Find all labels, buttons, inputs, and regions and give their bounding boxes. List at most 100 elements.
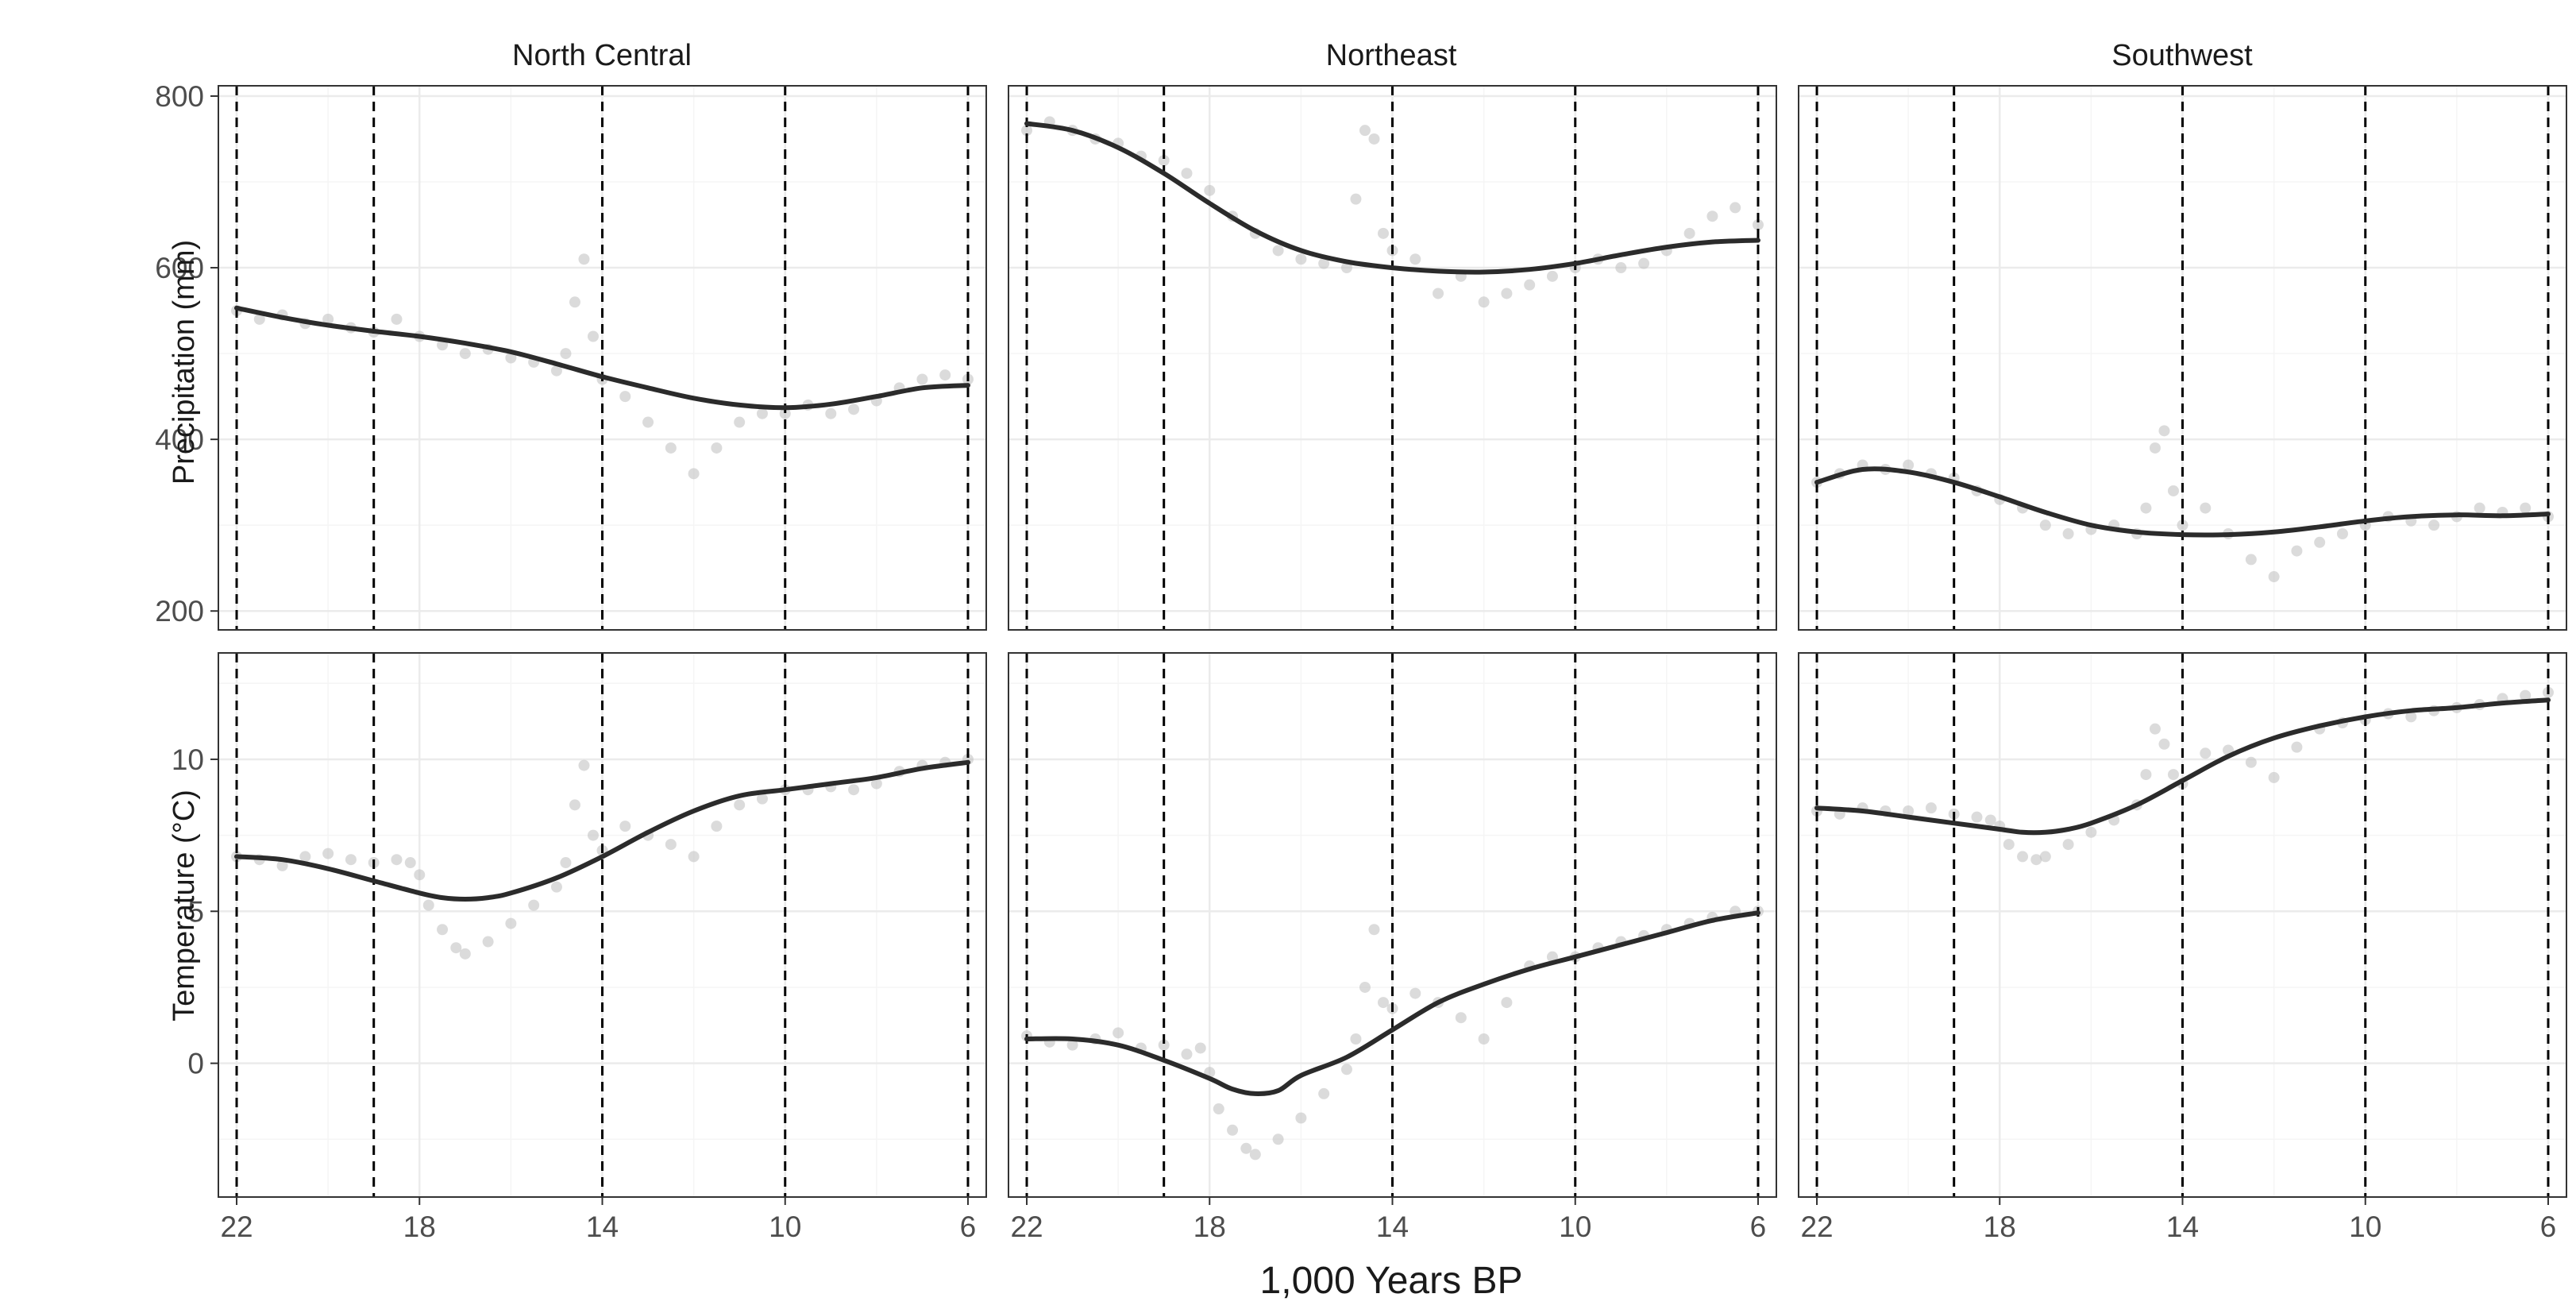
data-point	[391, 854, 403, 866]
panel-temperature-southwest: 22 18 14 10 6	[1798, 652, 2567, 1243]
x-tick-label: 18	[1984, 1211, 2016, 1243]
data-point	[1181, 1048, 1193, 1060]
data-point	[642, 416, 654, 428]
data-point	[1615, 262, 1627, 274]
panel-precipitation-northeast	[1008, 85, 1777, 631]
data-point	[1295, 1112, 1307, 1124]
data-point	[1501, 997, 1513, 1009]
data-point	[665, 839, 677, 851]
data-point	[2039, 519, 2051, 531]
x-axis-title: 1,000 Years BP	[1260, 1260, 1523, 1302]
data-point	[560, 348, 572, 360]
data-point	[665, 442, 677, 454]
data-point	[482, 936, 494, 948]
data-point	[1377, 997, 1389, 1009]
data-point	[2268, 571, 2280, 583]
data-point	[1066, 1039, 1078, 1051]
data-point	[756, 407, 768, 419]
x-tick-label: 14	[2166, 1211, 2199, 1243]
data-point	[1478, 1033, 1490, 1045]
data-point	[711, 821, 723, 832]
data-point	[253, 313, 265, 325]
x-tick-label: 6	[960, 1211, 977, 1243]
data-point	[1194, 1042, 1206, 1054]
data-point	[550, 365, 562, 377]
x-tick-label: 22	[220, 1211, 253, 1243]
data-point	[2474, 502, 2485, 514]
data-point	[2149, 442, 2161, 454]
data-point	[1377, 227, 1389, 239]
data-point	[1227, 1124, 1239, 1136]
data-point	[1730, 202, 1741, 214]
facet-strip-southwest: Southwest	[2111, 39, 2253, 72]
data-point	[1249, 1149, 1261, 1160]
data-point	[1409, 253, 1421, 265]
data-point	[1340, 262, 1352, 274]
data-point	[1524, 279, 1536, 291]
data-point	[848, 404, 860, 415]
data-point	[1272, 245, 1284, 257]
data-point	[276, 859, 288, 871]
y-tick-label: 0	[187, 1048, 204, 1080]
data-point	[505, 917, 517, 929]
data-point	[1213, 1103, 1224, 1115]
data-point	[322, 313, 334, 325]
data-point	[391, 313, 403, 325]
data-point	[569, 799, 580, 811]
data-point	[2158, 425, 2170, 437]
data-point	[2003, 839, 2015, 851]
data-point	[1903, 805, 1915, 817]
panel-precipitation-southwest	[1798, 85, 2567, 631]
smooth-line-precipitation-northeast	[1024, 121, 1760, 275]
y-tick-label: 5	[187, 895, 204, 928]
data-point	[528, 899, 540, 911]
data-point	[2336, 527, 2348, 539]
data-point	[2428, 519, 2440, 531]
data-point	[2245, 554, 2257, 566]
data-point	[688, 468, 700, 480]
data-point	[450, 942, 462, 954]
data-point	[779, 407, 791, 419]
data-point	[1368, 924, 1380, 936]
data-point	[916, 373, 928, 385]
data-point	[2140, 769, 2152, 781]
data-point	[1295, 253, 1307, 265]
x-tick-label: 10	[2349, 1211, 2381, 1243]
data-point	[848, 784, 860, 796]
data-point	[1752, 219, 1764, 231]
data-point	[560, 857, 572, 869]
panel-precipitation-north-central: 200 400 600 800	[155, 80, 987, 631]
data-point	[711, 442, 723, 454]
data-point	[2140, 502, 2152, 514]
data-point	[2030, 854, 2042, 866]
data-point	[688, 851, 700, 863]
data-point	[1113, 1027, 1124, 1039]
data-point	[1240, 1142, 1252, 1154]
x-tick-label: 6	[1750, 1211, 1767, 1243]
data-point	[1501, 288, 1513, 299]
data-point	[825, 407, 837, 419]
data-point	[2085, 826, 2097, 838]
data-point	[437, 924, 449, 936]
y-axis-title-temperature: Temperature (°C)	[168, 790, 201, 1021]
data-point	[1318, 1087, 1330, 1099]
y-tick-label: 200	[155, 595, 204, 628]
data-point	[414, 869, 426, 881]
data-point	[2268, 771, 2280, 783]
data-point	[1971, 811, 1983, 823]
data-point	[1478, 296, 1490, 308]
data-point	[1683, 227, 1695, 239]
facet-strip-northeast: Northeast	[1326, 39, 1457, 72]
data-point	[756, 793, 768, 805]
x-tick-label: 18	[1194, 1211, 1226, 1243]
data-point	[2158, 738, 2170, 750]
x-tick-label: 22	[1010, 1211, 1043, 1243]
y-tick-label: 800	[155, 80, 204, 113]
data-point	[1409, 987, 1421, 999]
data-point	[2405, 711, 2417, 723]
data-point	[1158, 154, 1170, 166]
data-point	[619, 821, 631, 832]
data-point	[459, 348, 471, 360]
smooth-line-temperature-northeast	[1024, 910, 1760, 1096]
